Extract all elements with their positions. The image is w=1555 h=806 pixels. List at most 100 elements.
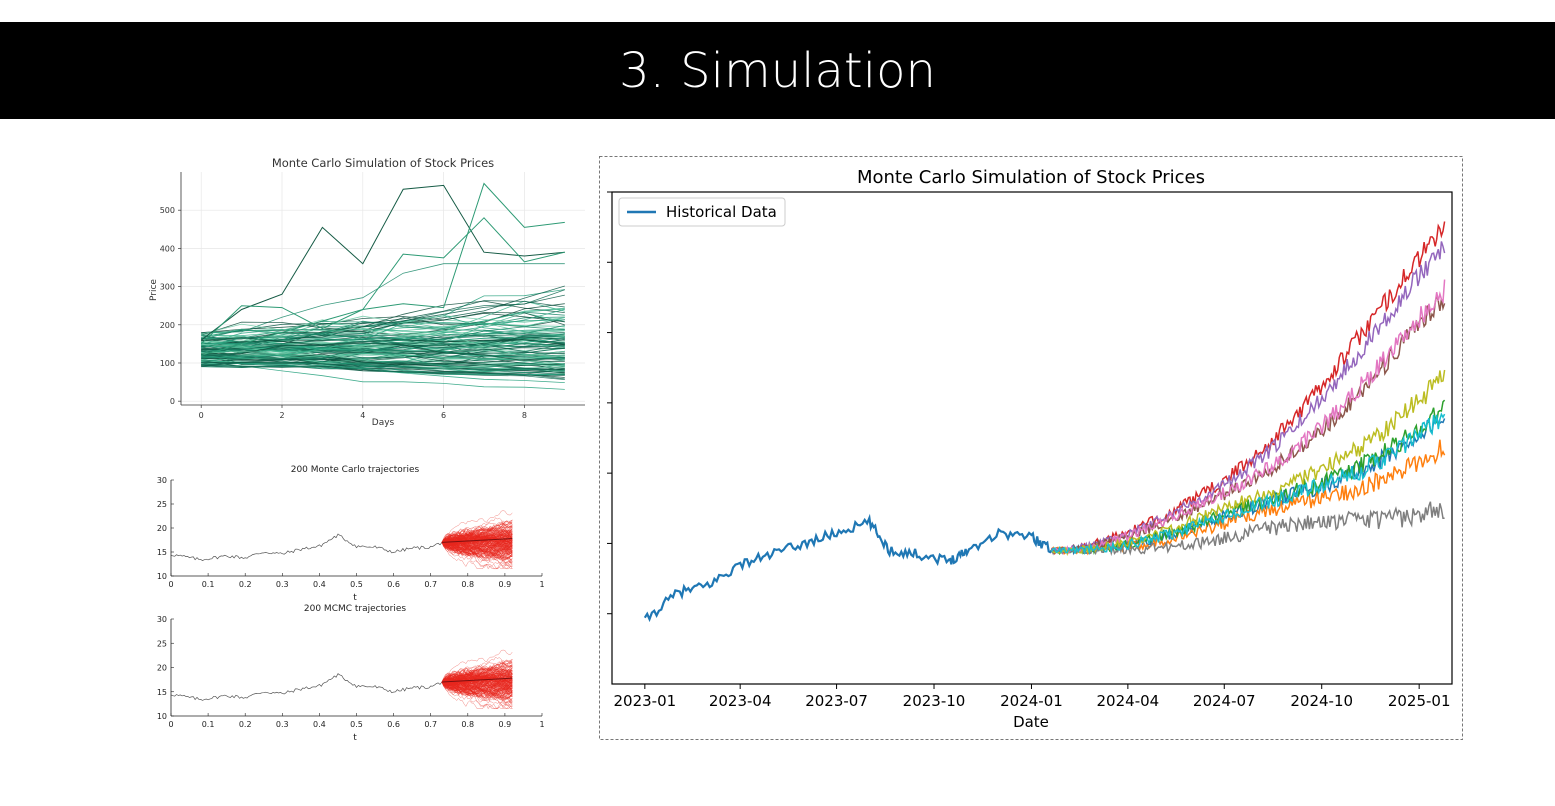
- series-line: [201, 217, 565, 356]
- x-tick-label: 4: [360, 411, 365, 420]
- y-tick-label: 300: [160, 283, 175, 292]
- series-line: [201, 344, 565, 374]
- x-tick-label: 0: [168, 720, 173, 729]
- series-line: [201, 340, 565, 351]
- trajectory-line: [441, 677, 513, 696]
- x-axis-label: Date: [1013, 713, 1049, 731]
- x-tick-label: 0.4: [313, 720, 326, 729]
- chart-title: Monte Carlo Simulation of Stock Prices: [272, 156, 494, 170]
- trajectory-line: [441, 542, 513, 569]
- y-tick-label: 15: [157, 548, 167, 557]
- historical-line: [643, 513, 1053, 623]
- x-tick-label: 0.3: [276, 580, 289, 589]
- simulation-line: [1050, 399, 1446, 556]
- series-line: [200, 182, 565, 345]
- y-tick-label: 0: [170, 397, 175, 406]
- trajectory-line: [441, 537, 513, 551]
- slide-title-bar: 3. Simulation: [0, 22, 1555, 119]
- y-tick-label: 25: [157, 639, 167, 648]
- trajectory-line: [441, 675, 513, 687]
- y-axis-label: Price: [149, 279, 159, 301]
- y-tick-label: 30: [157, 476, 167, 485]
- x-tick-label: 2: [279, 411, 284, 420]
- x-tick-label: 0.5: [350, 720, 363, 729]
- axes: 0 2 4 6 8 0 100 200 300 400 500: [160, 172, 585, 420]
- trajectory-line: [441, 664, 513, 683]
- series-line: [201, 320, 565, 344]
- x-tick-label: 6: [441, 411, 446, 420]
- series-line: [201, 335, 565, 356]
- trajectory-line: [441, 681, 513, 697]
- trajectory-line: [441, 668, 513, 683]
- x-axis-label: t: [353, 733, 357, 743]
- legend: Historical Data: [618, 197, 786, 227]
- series-line: [201, 347, 565, 367]
- historical-line: [170, 533, 443, 561]
- trajectory-line: [441, 542, 513, 570]
- x-tick-label: 2024-01: [1000, 692, 1063, 710]
- chart-panel-top-left: Monte Carlo Simulation of Stock Prices 0…: [149, 156, 585, 428]
- trajectory-line: [441, 542, 513, 557]
- legend-box: [618, 197, 786, 227]
- x-tick-label: 0.9: [499, 580, 512, 589]
- x-tick-label: 0.7: [424, 720, 437, 729]
- series-line: [201, 319, 565, 347]
- x-tick-label: 0.1: [202, 580, 215, 589]
- series-line: [201, 312, 565, 336]
- chart-title: 200 Monte Carlo trajectories: [291, 465, 420, 475]
- series-line: [200, 184, 565, 341]
- series-line: [201, 350, 565, 361]
- simulation-line: [1051, 241, 1446, 555]
- x-tick-label: 0.7: [424, 580, 437, 589]
- x-tick-label: 0.1: [202, 720, 215, 729]
- series-line: [201, 319, 565, 349]
- y-tick-label: 25: [157, 500, 167, 509]
- series-line: [201, 364, 565, 390]
- series-group: [643, 221, 1446, 623]
- trajectory-line: [441, 510, 513, 543]
- trajectory-line: [441, 534, 513, 564]
- plot-frame: [611, 191, 1453, 685]
- trajectory-line: [441, 681, 513, 692]
- trajectory-line: [441, 668, 513, 686]
- trajectory-line: [441, 541, 513, 557]
- legend-label: Historical Data: [666, 203, 777, 221]
- y-tick-label: 100: [160, 359, 175, 368]
- historical-line: [170, 673, 443, 701]
- x-tick-label: 0.2: [239, 580, 252, 589]
- trajectory-line: [441, 677, 513, 690]
- simulation-line: [1051, 369, 1446, 556]
- x-tick-label: 0.6: [387, 580, 400, 589]
- x-axis-label: Days: [372, 418, 395, 428]
- x-tick-label: 2023-07: [805, 692, 868, 710]
- trajectory-line: [441, 524, 513, 543]
- simulation-line: [1050, 501, 1445, 557]
- trajectory-line: [441, 677, 513, 695]
- y-tick-label: 500: [160, 206, 175, 215]
- x-tick-label: 2023-10: [903, 692, 966, 710]
- series-line: [201, 263, 565, 334]
- trajectory-line: [441, 540, 513, 559]
- trajectory-line: [441, 528, 513, 547]
- x-axis-label: t: [353, 593, 357, 602]
- x-tick-label: 0.4: [313, 580, 326, 589]
- series-line: [201, 333, 565, 351]
- y-tick-label: 20: [157, 664, 167, 673]
- x-tick-label: 2024-10: [1290, 692, 1353, 710]
- slide-title: 3. Simulation: [619, 42, 936, 99]
- plot-area: 0 0.1 0.2 0.3 0.4 0.5 0.6 0.7 0.8 0.9 1 10 15 20 25 30: [157, 476, 545, 589]
- series-line: [201, 340, 565, 358]
- x-tick-label: 2024-04: [1097, 692, 1160, 710]
- trajectory-line: [441, 536, 513, 547]
- series-line: [201, 347, 565, 359]
- panel-border: [599, 156, 1463, 740]
- chart-panel-main: Monte Carlo Simulation of Stock Prices 2…: [599, 156, 1463, 740]
- trajectory-line: [441, 681, 513, 709]
- x-tick-label: 0.3: [276, 720, 289, 729]
- trajectory-line: [441, 537, 513, 556]
- y-tick-label: 10: [157, 572, 167, 581]
- trajectory-line: [441, 649, 513, 683]
- x-tick-label: 0.8: [461, 580, 474, 589]
- series-line: [201, 336, 565, 351]
- series-line: [201, 349, 565, 361]
